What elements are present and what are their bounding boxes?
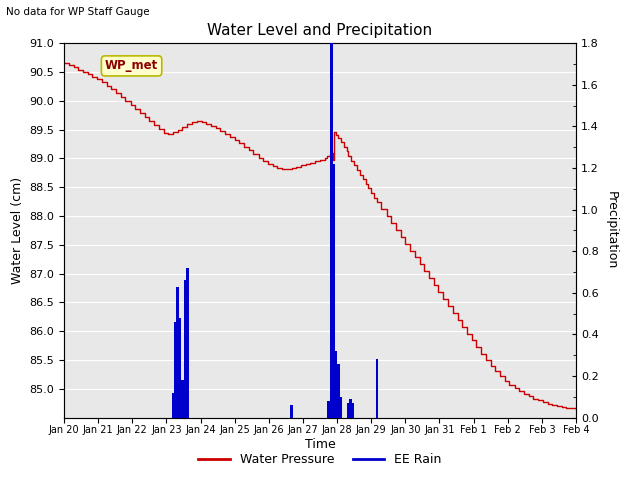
- Bar: [351, 403, 355, 418]
- Bar: [327, 401, 330, 418]
- Bar: [340, 397, 342, 418]
- Bar: [376, 360, 378, 418]
- Text: WP_met: WP_met: [105, 60, 158, 72]
- Bar: [174, 322, 177, 418]
- X-axis label: Time: Time: [305, 438, 335, 451]
- Bar: [337, 363, 340, 418]
- Y-axis label: Water Level (cm): Water Level (cm): [11, 177, 24, 284]
- Y-axis label: Precipitation: Precipitation: [605, 191, 618, 270]
- Bar: [347, 403, 350, 418]
- Bar: [186, 268, 189, 418]
- Bar: [349, 399, 352, 418]
- Bar: [619, 403, 621, 418]
- Bar: [330, 39, 333, 418]
- Text: No data for WP Staff Gauge: No data for WP Staff Gauge: [6, 7, 150, 17]
- Title: Water Level and Precipitation: Water Level and Precipitation: [207, 23, 433, 38]
- Bar: [184, 280, 186, 418]
- Bar: [179, 318, 181, 418]
- Bar: [335, 351, 337, 418]
- Bar: [332, 164, 335, 418]
- Bar: [181, 380, 184, 418]
- Legend: Water Pressure, EE Rain: Water Pressure, EE Rain: [193, 448, 447, 471]
- Bar: [290, 405, 293, 418]
- Bar: [172, 393, 175, 418]
- Bar: [177, 287, 179, 418]
